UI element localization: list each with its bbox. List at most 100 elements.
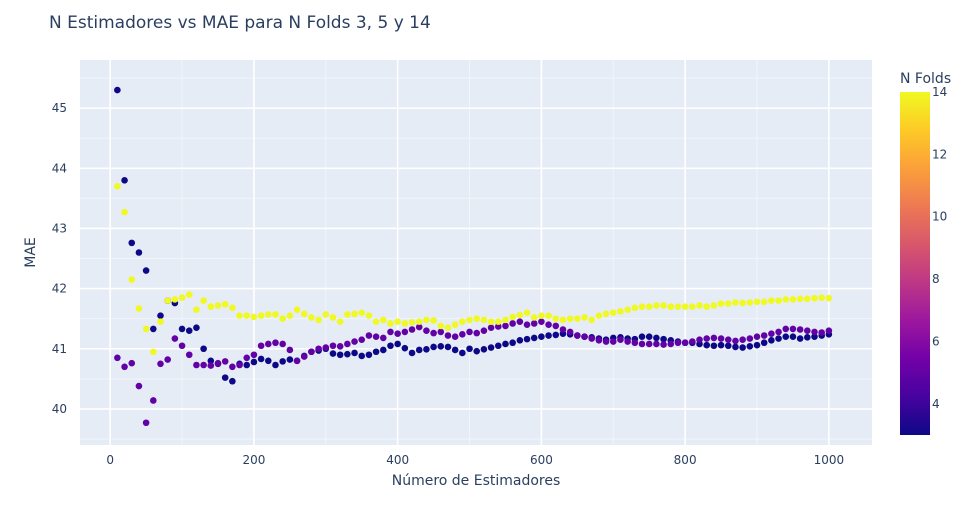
data-point[interactable] [243, 354, 251, 362]
data-point[interactable] [516, 337, 524, 344]
data-point[interactable] [710, 334, 718, 342]
data-point[interactable] [480, 346, 488, 353]
data-point[interactable] [753, 298, 761, 306]
data-point[interactable] [595, 312, 603, 319]
data-point[interactable] [494, 323, 502, 330]
data-point[interactable] [437, 343, 445, 350]
data-point[interactable] [157, 312, 164, 319]
data-point[interactable] [408, 326, 416, 333]
data-point[interactable] [459, 318, 466, 325]
data-point[interactable] [631, 339, 639, 347]
data-point[interactable] [566, 328, 574, 336]
data-point[interactable] [653, 302, 660, 309]
data-point[interactable] [272, 311, 279, 318]
data-point[interactable] [746, 299, 754, 306]
data-point[interactable] [717, 341, 725, 349]
data-point[interactable] [264, 311, 272, 318]
data-point[interactable] [545, 312, 552, 319]
data-point[interactable] [595, 337, 603, 344]
data-point[interactable] [437, 322, 445, 330]
data-point[interactable] [581, 333, 588, 341]
data-point[interactable] [574, 332, 581, 339]
data-point[interactable] [789, 333, 797, 341]
data-point[interactable] [408, 349, 416, 357]
data-point[interactable] [509, 313, 516, 321]
data-point[interactable] [645, 303, 653, 310]
data-point[interactable] [753, 341, 761, 349]
data-point[interactable] [660, 302, 667, 309]
data-point[interactable] [423, 316, 430, 324]
data-point[interactable] [229, 363, 236, 371]
data-point[interactable] [487, 344, 495, 351]
data-point[interactable] [365, 332, 373, 339]
data-point[interactable] [250, 313, 258, 321]
data-point[interactable] [617, 308, 624, 315]
data-point[interactable] [509, 339, 516, 347]
data-point[interactable] [782, 333, 790, 341]
data-point[interactable] [293, 357, 301, 365]
data-point[interactable] [401, 344, 409, 352]
data-point[interactable] [739, 344, 746, 351]
data-point[interactable] [530, 314, 538, 321]
data-point[interactable] [423, 327, 430, 335]
data-point[interactable] [825, 294, 833, 302]
data-point[interactable] [523, 321, 531, 328]
data-point[interactable] [689, 303, 696, 310]
data-point[interactable] [653, 340, 660, 348]
data-point[interactable] [494, 342, 502, 350]
data-point[interactable] [322, 344, 330, 351]
data-point[interactable] [257, 312, 265, 319]
data-point[interactable] [128, 359, 136, 367]
data-point[interactable] [229, 377, 236, 385]
data-point[interactable] [473, 329, 481, 337]
data-point[interactable] [696, 302, 703, 309]
data-point[interactable] [408, 318, 416, 326]
data-point[interactable] [516, 318, 524, 325]
data-point[interactable] [653, 334, 660, 342]
data-point[interactable] [696, 336, 703, 344]
data-point[interactable] [150, 325, 157, 333]
data-point[interactable] [624, 306, 631, 313]
data-point[interactable] [732, 343, 739, 351]
data-point[interactable] [344, 350, 351, 358]
data-point[interactable] [609, 309, 617, 316]
data-point[interactable] [466, 345, 473, 353]
data-point[interactable] [602, 310, 610, 318]
data-point[interactable] [703, 303, 711, 310]
data-point[interactable] [796, 326, 804, 333]
data-point[interactable] [379, 316, 387, 324]
data-point[interactable] [674, 303, 682, 310]
data-point[interactable] [811, 294, 818, 302]
data-point[interactable] [121, 177, 128, 184]
data-point[interactable] [638, 340, 646, 348]
data-point[interactable] [566, 315, 574, 322]
data-point[interactable] [638, 303, 646, 310]
data-point[interactable] [796, 295, 804, 303]
data-point[interactable] [480, 316, 488, 324]
data-point[interactable] [415, 323, 423, 331]
data-point[interactable] [760, 332, 768, 339]
data-point[interactable] [185, 351, 193, 359]
data-point[interactable] [372, 318, 380, 325]
data-point[interactable] [178, 325, 186, 333]
data-point[interactable] [588, 316, 596, 324]
data-point[interactable] [804, 327, 811, 335]
data-point[interactable] [114, 86, 121, 94]
data-point[interactable] [200, 345, 207, 353]
data-point[interactable] [365, 312, 373, 319]
data-point[interactable] [358, 352, 366, 360]
data-point[interactable] [516, 311, 524, 319]
data-point[interactable] [236, 361, 243, 369]
data-point[interactable] [344, 311, 351, 318]
data-point[interactable] [430, 329, 437, 337]
data-point[interactable] [466, 328, 473, 336]
data-point[interactable] [530, 334, 538, 342]
data-point[interactable] [545, 332, 552, 339]
data-point[interactable] [157, 360, 164, 368]
data-point[interactable] [480, 327, 488, 335]
data-point[interactable] [444, 343, 452, 351]
data-point[interactable] [121, 363, 128, 371]
data-point[interactable] [796, 335, 804, 342]
data-point[interactable] [336, 318, 344, 325]
data-point[interactable] [789, 325, 797, 333]
